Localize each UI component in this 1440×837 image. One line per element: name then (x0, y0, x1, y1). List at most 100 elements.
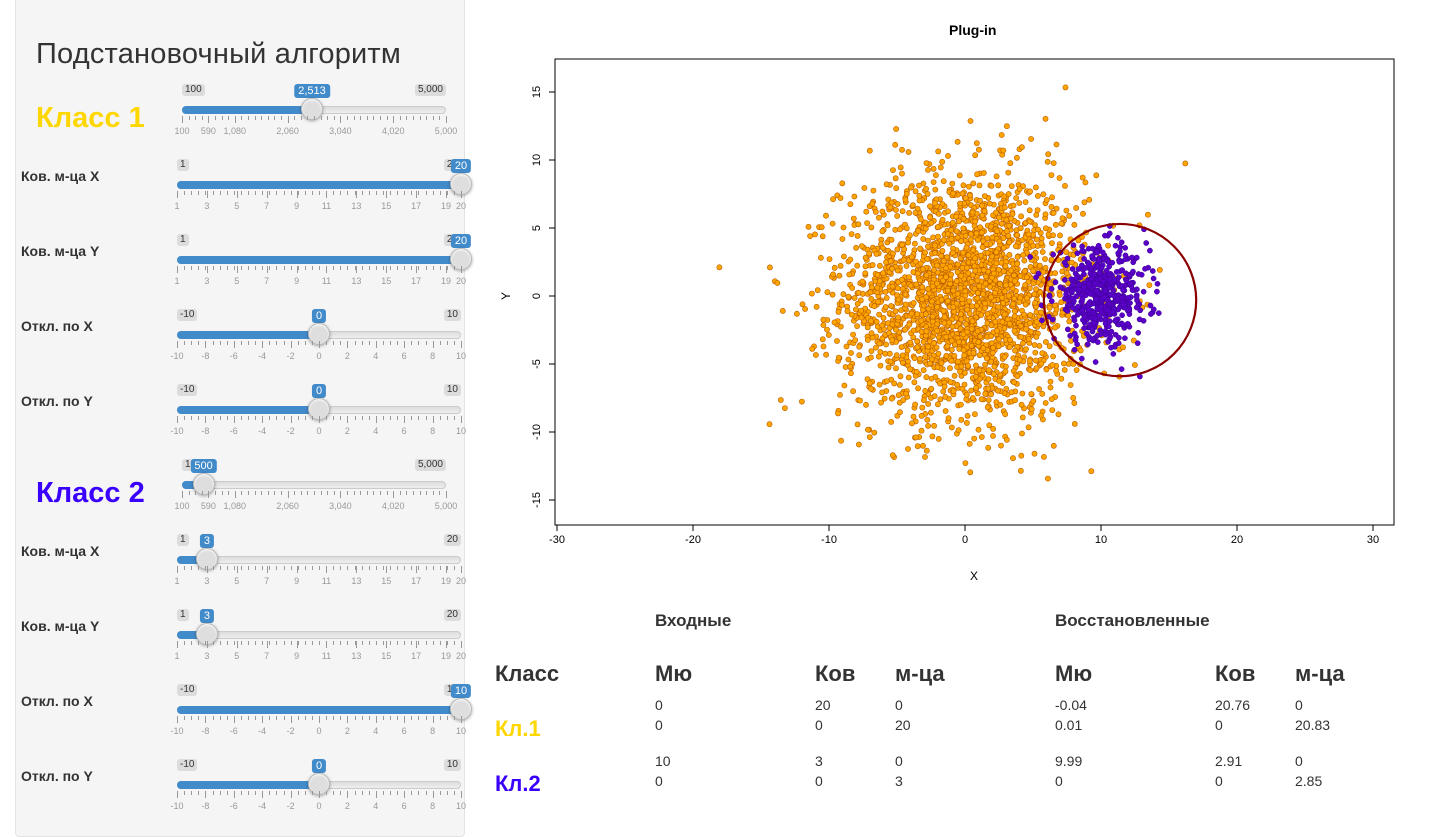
class1-point (1000, 300, 1006, 306)
slider-tick-label: 1,080 (223, 501, 247, 511)
class2-point (1147, 302, 1154, 309)
class2-point (1063, 291, 1069, 298)
class1-point (998, 442, 1004, 449)
class2-point (1120, 287, 1126, 293)
slider-tick (198, 416, 200, 420)
class2-point (1073, 275, 1080, 282)
class1-point (932, 242, 938, 249)
class2-point (1092, 359, 1099, 365)
class1-point (882, 288, 889, 295)
slider-handle[interactable] (301, 98, 323, 120)
class1-point (893, 365, 899, 372)
slider-tick (212, 566, 214, 570)
class1-point (856, 352, 863, 359)
class1-point (960, 225, 967, 232)
table-cell: 0.01 (1055, 717, 1083, 733)
slider-tick (333, 116, 335, 120)
class1-point (993, 173, 1000, 180)
class2-point (1091, 280, 1098, 286)
class1-point (1000, 147, 1007, 154)
class1-point (1073, 205, 1080, 211)
class1-point (933, 344, 940, 351)
slider-handle[interactable] (192, 473, 215, 495)
class1-point (973, 302, 980, 309)
class1-point (856, 343, 863, 350)
slider-tick (319, 341, 320, 348)
slider-tick (386, 491, 388, 495)
slider-fill (177, 181, 461, 189)
class1-point (1016, 200, 1023, 206)
class1-point (903, 225, 910, 232)
slider-tick-label: -10 (170, 801, 184, 811)
slider-tick-label: 8 (430, 351, 436, 361)
class1-point (1075, 237, 1082, 244)
slider-tick (290, 566, 292, 570)
x-tick-label: -30 (549, 534, 565, 546)
slider-tick-label: 15 (381, 576, 392, 586)
class2-point (1107, 291, 1113, 298)
class1-point (820, 322, 827, 328)
class1-point (949, 219, 956, 226)
class1-point (879, 244, 886, 251)
slider-tick (425, 791, 427, 795)
class1-point (1053, 141, 1060, 148)
slider-tick (361, 191, 363, 195)
class1-point (883, 181, 890, 188)
slider-tick (327, 116, 329, 120)
class1-point (906, 232, 913, 239)
class1-point (1035, 192, 1041, 199)
class1-point (897, 226, 903, 233)
class1-points (716, 84, 1189, 482)
class1-point (891, 380, 898, 387)
slider-tick (382, 266, 384, 270)
class1-point (862, 254, 869, 261)
slider-tick (311, 266, 313, 270)
slider-tick-label: -4 (258, 801, 267, 811)
class1-point (902, 326, 908, 333)
slider-tick (240, 416, 242, 420)
class1-point (943, 352, 950, 359)
slider-tick (390, 266, 391, 270)
app-title: Подстановочный алгоритм (36, 38, 402, 70)
class1-point (990, 307, 997, 314)
class1-point (878, 399, 884, 406)
class1-point (1071, 420, 1078, 427)
slider-tick (382, 416, 384, 420)
class1-point (965, 252, 972, 258)
slider-tick-label: 100 (174, 126, 190, 136)
slider-tick (236, 566, 238, 573)
class1-point (980, 170, 987, 176)
class1-point (925, 343, 932, 350)
class1-point (1046, 343, 1053, 350)
slider-tick-label: 4,020 (381, 126, 405, 136)
slider-tick (411, 791, 413, 795)
class2-point (1074, 250, 1081, 257)
slider-tick (290, 341, 292, 348)
class1-point (983, 355, 990, 362)
table-cell: 10 (655, 753, 671, 769)
class2-point (1129, 254, 1135, 261)
y-tick-label: -5 (531, 359, 543, 369)
slider-tick (297, 416, 299, 420)
class2-point (1094, 263, 1101, 269)
slider-tick (283, 416, 285, 420)
class1-point (826, 256, 833, 262)
class1-point (996, 238, 1003, 245)
class1-point (869, 200, 876, 207)
class1-point (910, 413, 917, 420)
class2-point (1096, 269, 1103, 276)
class1-point (918, 317, 925, 324)
class1-point (893, 185, 900, 192)
class1-point (905, 446, 911, 452)
class1-point (820, 316, 827, 323)
class1-point (889, 321, 896, 328)
class2-point (1089, 245, 1096, 252)
table-cell: 20.76 (1215, 697, 1251, 713)
class1-point (892, 226, 899, 233)
slider-track (177, 631, 461, 639)
slider-tick (311, 791, 313, 795)
slider-tick-label: 8 (430, 801, 436, 811)
class1-point (894, 201, 901, 207)
class1-point (983, 241, 990, 248)
class2-point (1050, 251, 1057, 258)
